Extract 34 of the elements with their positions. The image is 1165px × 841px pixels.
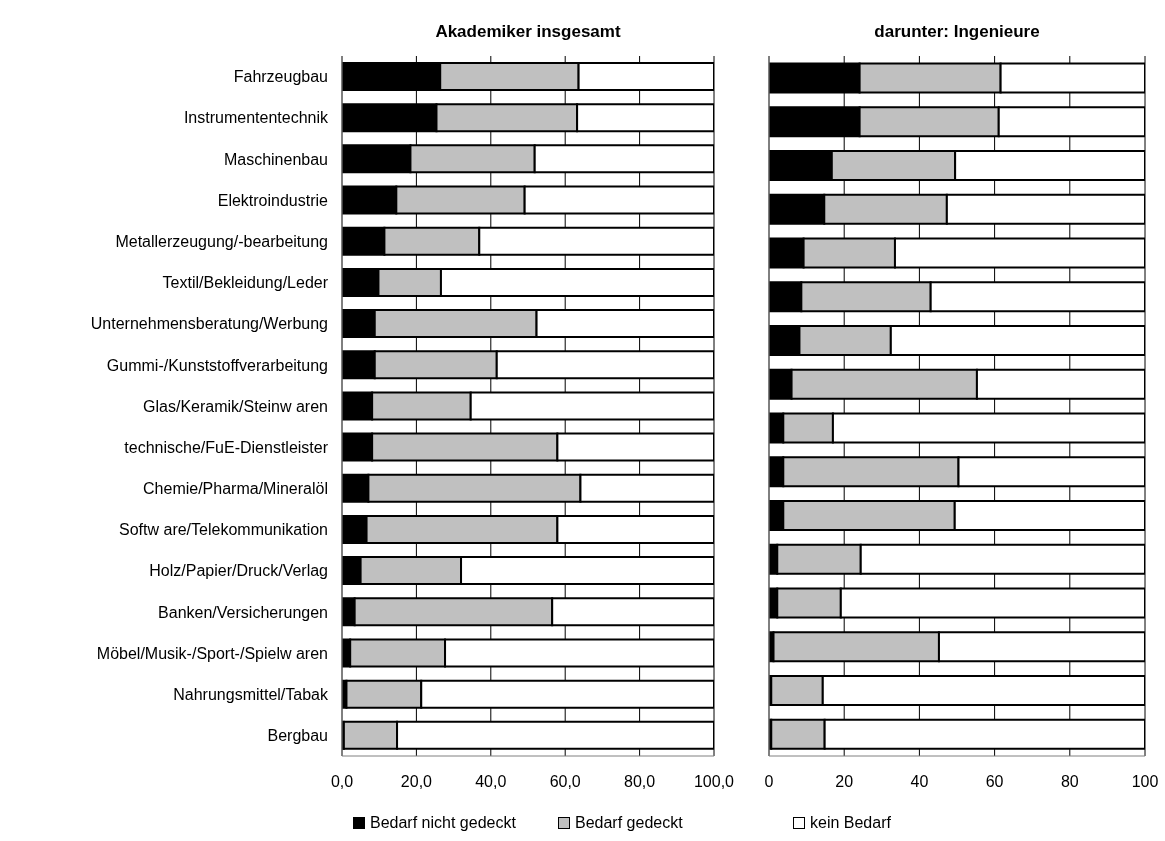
chart-title: Akademiker insgesamt [434,22,622,42]
y-tick-label: Banken/Versicherungen [158,603,328,621]
y-tick-label: Unternehmensberatung/Werbung [90,315,328,333]
y-tick-label: Glas/Keramik/Steinw aren [143,397,328,415]
x-tick-label: 40,0 [475,773,507,791]
y-tick-label: Softw are/Telekommunikation [119,521,328,539]
y-tick-label: Maschinenbau [223,150,328,168]
y-tick-label: technische/FuE-Dienstleister [124,438,329,456]
y-tick-label: Instrumententechnik [183,109,329,127]
y-tick-label: Elektroindustrie [217,191,329,209]
x-tick-label: 0 [764,773,774,791]
x-tick-label: 100,0 [693,773,735,791]
y-tick-label: Nahrungsmittel/Tabak [173,685,329,703]
y-tick-label: Holz/Papier/Druck/Verlag [149,562,328,580]
chart-title: darunter: Ingenieure [873,22,1041,42]
y-tick-label: Chemie/Pharma/Mineralöl [143,480,328,498]
y-tick-label: Bergbau [267,727,328,745]
x-tick-label: 40 [910,773,929,791]
legend-label: Bedarf nicht gedeckt [370,814,516,832]
x-tick-label: 20,0 [400,773,433,791]
x-tick-label: 0,0 [330,773,354,791]
y-tick-label: Textil/Bekleidung/Leder [162,274,329,292]
y-tick-label: Gummi-/Kunststoffverarbeitung [106,356,328,374]
x-tick-label: 80,0 [624,773,656,791]
x-tick-label: 60 [985,773,1004,791]
x-tick-label: 100 [1131,773,1159,791]
x-tick-label: 80 [1060,773,1079,791]
y-tick-label: Fahrzeugbau [233,68,328,86]
x-tick-label: 20 [835,773,854,791]
legend-label: Bedarf gedeckt [575,814,683,832]
y-tick-label: Metallerzeugung/-bearbeitung [115,232,328,250]
legend-label: kein Bedarf [810,814,891,832]
x-tick-label: 60,0 [549,773,581,791]
y-tick-label: Möbel/Musik-/Sport-/Spielw aren [96,644,328,662]
